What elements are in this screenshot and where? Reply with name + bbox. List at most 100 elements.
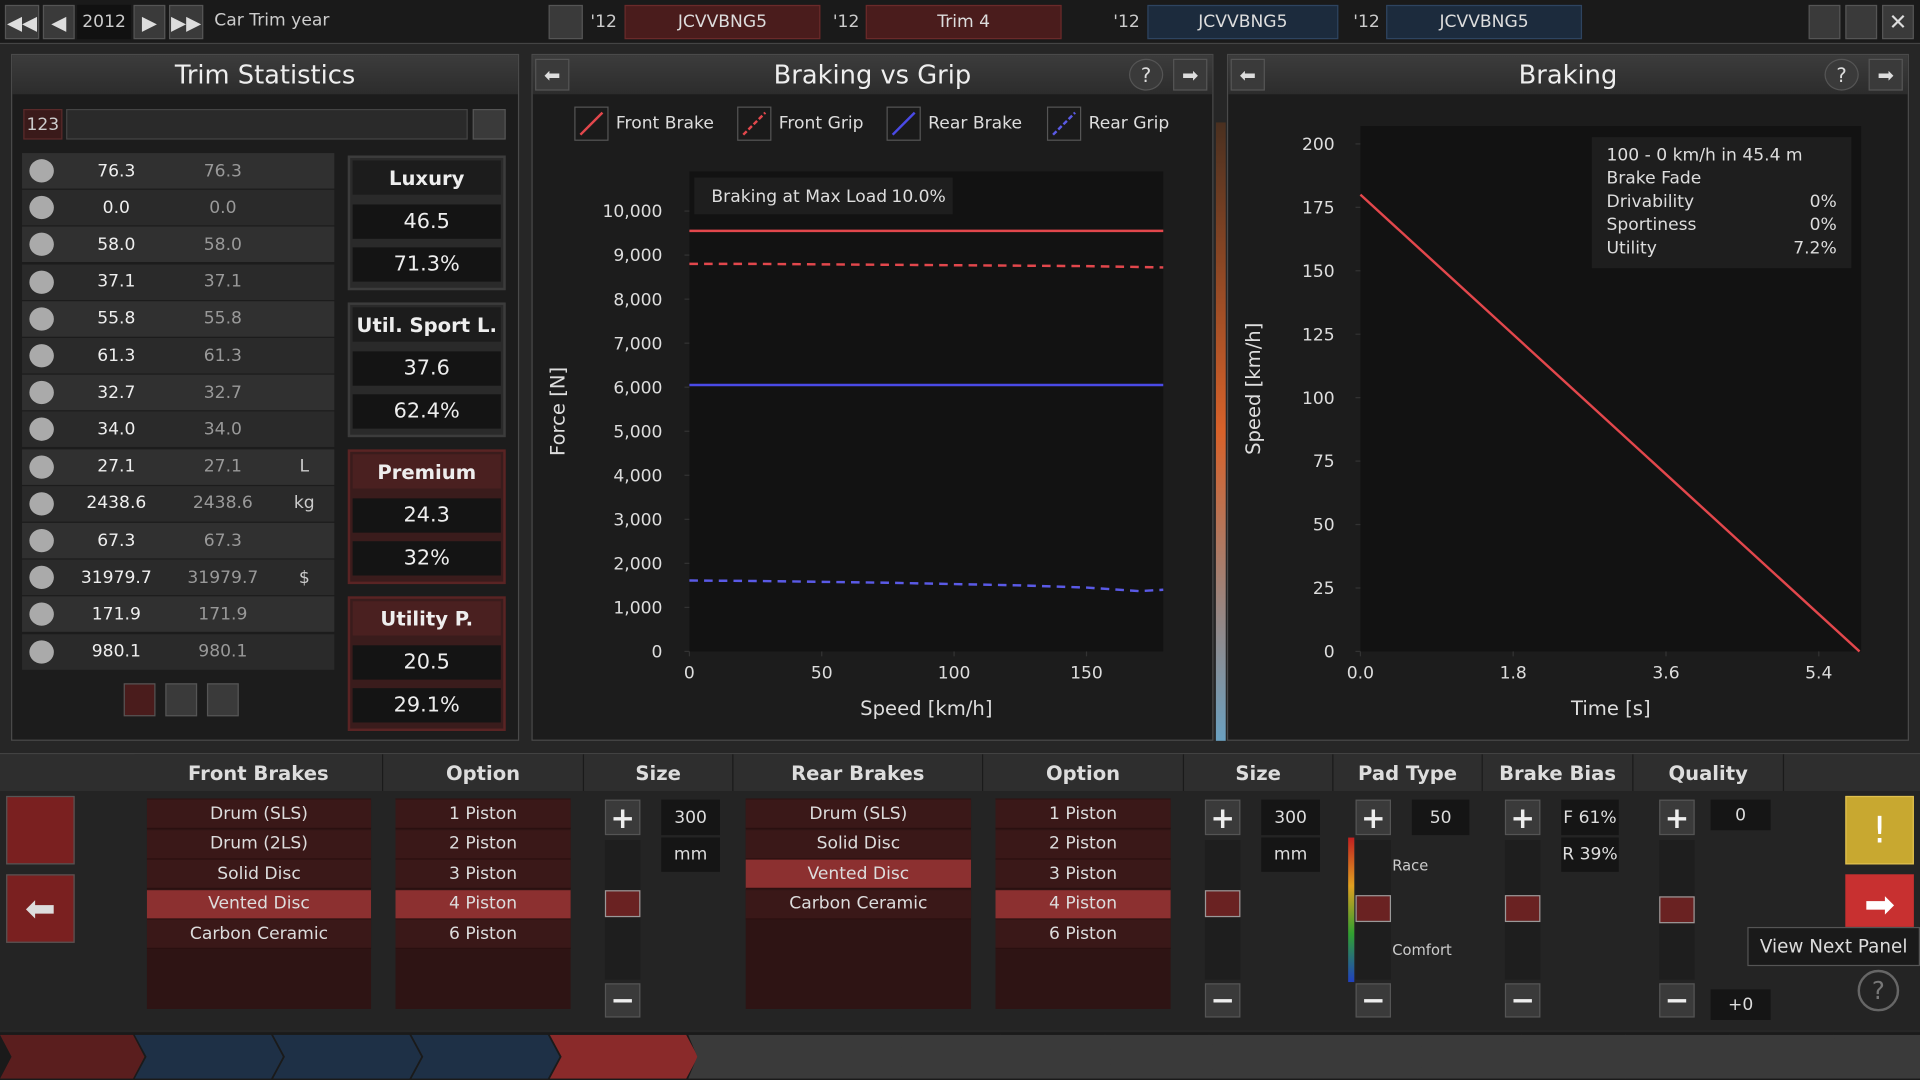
taskbar-tab[interactable]: [0, 1034, 145, 1079]
plus-button[interactable]: +: [1355, 799, 1392, 836]
stat-value: 37.1: [97, 271, 136, 292]
taskbar-tab[interactable]: [411, 1034, 560, 1079]
list-item[interactable]: Carbon Ceramic: [745, 889, 972, 919]
list-item[interactable]: 6 Piston: [395, 919, 571, 949]
group-value: 46.5: [352, 204, 501, 239]
minus-button[interactable]: −: [1355, 983, 1392, 1018]
warning-button[interactable]: !: [1845, 795, 1914, 865]
calculator-button[interactable]: [1845, 4, 1878, 40]
pad-value: 50: [1411, 799, 1470, 836]
panel-title: Braking: [1228, 55, 1908, 95]
list-item[interactable]: 4 Piston: [995, 889, 1171, 919]
camera-button[interactable]: [1808, 4, 1841, 40]
list-item[interactable]: 4 Piston: [395, 889, 571, 919]
first-button[interactable]: ◀◀: [4, 4, 40, 40]
plus-button[interactable]: +: [1504, 799, 1541, 836]
next-panel-button[interactable]: ➡: [1845, 874, 1914, 936]
group-value: 20.5: [352, 645, 501, 680]
list-item[interactable]: Vented Disc: [146, 889, 372, 919]
clear-button[interactable]: [165, 683, 198, 717]
rear-size-knob[interactable]: [1204, 890, 1241, 918]
prev-panel[interactable]: ⬅: [1230, 58, 1265, 91]
list-item[interactable]: Drum (SLS): [146, 799, 372, 829]
help-button[interactable]: ?: [1857, 969, 1900, 1012]
list-item[interactable]: 6 Piston: [995, 919, 1171, 949]
minus-button[interactable]: −: [1659, 983, 1695, 1018]
pad-type-knob[interactable]: [1355, 895, 1392, 923]
list-item[interactable]: Solid Disc: [745, 829, 972, 859]
plus-button[interactable]: +: [1659, 799, 1695, 836]
tab-name[interactable]: JCVVBNG5: [1386, 4, 1583, 40]
list-item[interactable]: Carbon Ceramic: [146, 919, 372, 949]
list-item[interactable]: Solid Disc: [146, 859, 372, 889]
next-panel[interactable]: ➡: [1868, 58, 1903, 91]
brake-bias-knob[interactable]: [1504, 895, 1541, 923]
prev-panel[interactable]: ⬅: [535, 58, 570, 91]
tab-name[interactable]: JCVVBNG5: [1147, 4, 1339, 40]
taskbar-tab[interactable]: [1624, 1034, 1739, 1079]
column-header: Size: [584, 754, 734, 792]
taskbar-tab[interactable]: [896, 1034, 1011, 1079]
list-item[interactable]: Drum (SLS): [745, 799, 972, 829]
taskbar-tab[interactable]: [1104, 1034, 1219, 1079]
stat-value: 58.0: [97, 234, 136, 255]
stat-row: [22, 485, 335, 522]
tab-name[interactable]: Trim 4: [865, 4, 1062, 40]
taskbar-tab[interactable]: [1833, 1034, 1920, 1079]
front-size-knob[interactable]: [604, 890, 641, 918]
list-item[interactable]: Drum (2LS): [146, 829, 372, 859]
tab-name[interactable]: JCVVBNG5: [624, 4, 821, 40]
suspension-button[interactable]: [6, 795, 75, 865]
group-value: 24.3: [352, 498, 501, 533]
stat-row: [22, 633, 335, 670]
taskbar-tab[interactable]: [688, 1034, 803, 1079]
help[interactable]: ?: [1824, 58, 1859, 91]
panel-divider-glow: [1215, 122, 1226, 741]
minus-button[interactable]: −: [1504, 983, 1541, 1018]
back-button[interactable]: ⬅: [6, 874, 75, 943]
quality-knob[interactable]: [1659, 896, 1695, 924]
taskbar-tab[interactable]: [1728, 1034, 1843, 1079]
last-button[interactable]: ▶▶: [168, 4, 204, 40]
stat-value: 27.1: [97, 456, 136, 477]
taskbar-tab[interactable]: [273, 1034, 422, 1079]
legend-line: [891, 111, 916, 136]
car-icon[interactable]: [548, 4, 583, 40]
taskbar-tab[interactable]: [1312, 1034, 1427, 1079]
plus-button[interactable]: +: [604, 799, 641, 836]
minus-button[interactable]: −: [604, 983, 641, 1018]
prev-button[interactable]: ◀: [42, 4, 75, 40]
taskbar-tab[interactable]: [1520, 1034, 1635, 1079]
list-item[interactable]: 1 Piston: [395, 799, 571, 829]
folder-button[interactable]: [472, 108, 506, 140]
list-item[interactable]: Vented Disc: [745, 859, 972, 889]
taskbar-tab[interactable]: [134, 1034, 283, 1079]
report-button[interactable]: [123, 683, 156, 717]
stat-icon: [29, 196, 54, 220]
list-item[interactable]: 2 Piston: [395, 829, 571, 859]
minus-button[interactable]: −: [1204, 983, 1241, 1018]
taskbar-tab[interactable]: [549, 1034, 698, 1079]
year: 2012: [77, 4, 132, 40]
taskbar-tab[interactable]: [1000, 1034, 1115, 1079]
quality-value: 0: [1710, 799, 1771, 831]
taskbar-tab[interactable]: [1208, 1034, 1323, 1079]
list-item[interactable]: 3 Piston: [395, 859, 571, 889]
tab-year: '12: [1353, 12, 1380, 32]
list-item[interactable]: 1 Piston: [995, 799, 1171, 829]
tab-year: '12: [590, 12, 617, 32]
next-panel[interactable]: ➡: [1173, 58, 1208, 91]
plus-button[interactable]: +: [1204, 799, 1241, 836]
legend-label: Rear Brake: [928, 113, 1023, 134]
list-item[interactable]: 3 Piston: [995, 859, 1171, 889]
taskbar-tab[interactable]: [1416, 1034, 1531, 1079]
trim-name-input[interactable]: [66, 108, 468, 140]
stat-icon: [29, 602, 54, 627]
close-button[interactable]: ✕: [1882, 4, 1914, 40]
help[interactable]: ?: [1128, 58, 1164, 91]
next-button[interactable]: ▶: [133, 4, 166, 40]
reset-button[interactable]: [206, 683, 239, 717]
taskbar-tab[interactable]: [792, 1034, 907, 1079]
list-item[interactable]: 2 Piston: [995, 829, 1171, 859]
size-value: 300: [1261, 799, 1321, 836]
